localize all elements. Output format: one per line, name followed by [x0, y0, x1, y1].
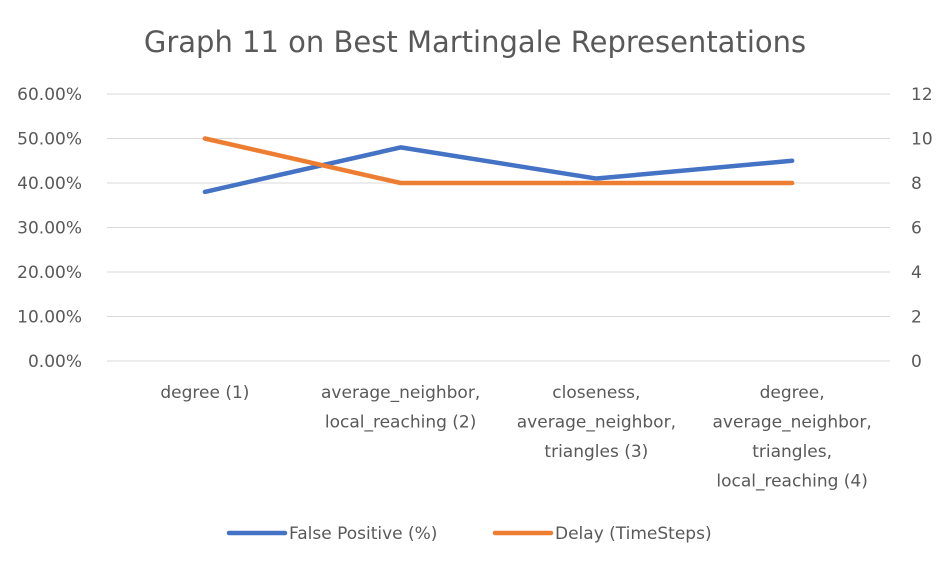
right-tick-label: 4 — [911, 263, 922, 283]
legend: False Positive (%) Delay (TimeSteps) — [226, 524, 712, 544]
right-tick-label: 8 — [911, 174, 922, 194]
left-tick-label: 0.00% — [28, 352, 82, 372]
grid-lines — [107, 93, 890, 362]
category-label: degree (1) — [160, 383, 249, 403]
left-axis-ticks: 0.00% 10.00% 20.00% 30.00% 40.00% 50.00% 60.00… — [17, 85, 82, 372]
category-label: closeness, average_neighbor, triangles (3) — [517, 383, 676, 462]
right-tick-label: 6 — [911, 219, 922, 239]
left-tick-label: 50.00% — [17, 130, 82, 150]
category-labels: degree (1) average_neighbor, local_reachin… — [160, 383, 871, 492]
left-tick-label: 60.00% — [17, 85, 82, 105]
series-line — [202, 136, 795, 186]
left-tick-label: 10.00% — [17, 308, 82, 328]
left-tick-label: 40.00% — [17, 174, 82, 194]
category-label: degree, average_neighbor, triangles, local_… — [713, 383, 872, 492]
series-line — [202, 145, 795, 195]
right-tick-label: 10 — [911, 130, 933, 150]
left-tick-label: 30.00% — [17, 219, 82, 239]
legend-label: False Positive (%) — [289, 524, 437, 544]
right-tick-label: 2 — [911, 308, 922, 328]
right-tick-label: 0 — [911, 352, 922, 372]
category-label: average_neighbor, local_reaching (2) — [321, 383, 480, 433]
legend-label: Delay (TimeSteps) — [555, 524, 712, 544]
right-tick-label: 12 — [911, 85, 933, 105]
left-tick-label: 20.00% — [17, 263, 82, 283]
series-lines — [202, 136, 795, 195]
chart-title: Graph 11 on Best Martingale Representati… — [144, 25, 806, 59]
right-axis-ticks: 0 2 4 6 8 10 12 — [911, 85, 933, 372]
